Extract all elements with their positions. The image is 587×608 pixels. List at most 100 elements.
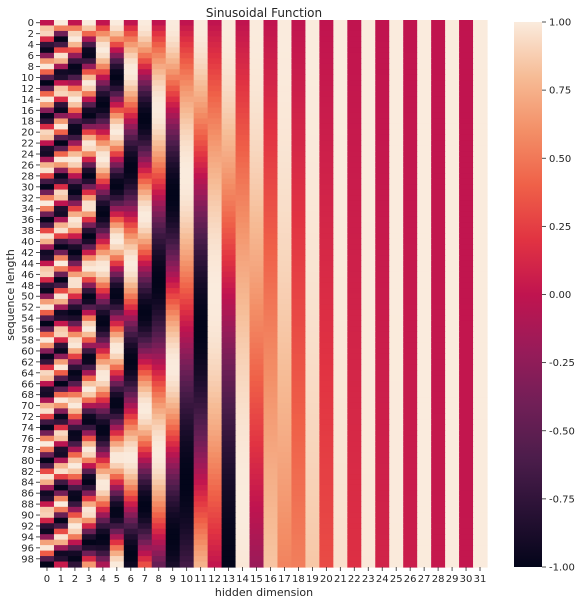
heatmap-cell [236,261,251,267]
heatmap-cell [333,447,348,453]
heatmap-cell [277,146,292,152]
heatmap-cell [138,47,153,53]
x-tick-label: 23 [362,574,375,585]
heatmap-cell [305,168,320,174]
heatmap-cell [333,201,348,207]
heatmap-cell [445,501,460,507]
heatmap-cell [152,326,167,332]
heatmap-cell [417,239,432,245]
heatmap-cell [277,518,292,524]
heatmap-cell [208,217,223,223]
heatmap-cell [138,266,153,272]
heatmap-cell [389,80,404,86]
heatmap-cell [264,151,279,157]
heatmap-cell [54,42,69,48]
y-tick-label: 22 [21,139,34,150]
heatmap-cell [180,261,195,267]
heatmap-cell [124,53,139,59]
heatmap-cell [68,151,83,157]
heatmap-cell [417,310,432,316]
heatmap-cell [110,168,125,174]
heatmap-cell [68,228,83,234]
heatmap-cell [166,102,181,108]
y-tick-label: 24 [21,150,34,161]
heatmap-cell [473,304,488,310]
heatmap-cell [459,490,474,496]
heatmap-cell [208,392,223,398]
heatmap-cell [40,157,55,163]
heatmap-cell [82,523,97,529]
heatmap-cell [277,381,292,387]
heatmap-cell [152,255,167,261]
heatmap-cell [40,529,55,535]
heatmap-cell [194,239,209,245]
heatmap-cell [417,129,432,135]
heatmap-cell [250,151,265,157]
heatmap-cell [180,135,195,141]
heatmap-cell [250,458,265,464]
heatmap-cell [54,58,69,64]
heatmap-cell [180,490,195,496]
heatmap-cell [68,244,83,250]
heatmap-cell [110,129,125,135]
heatmap-cell [305,146,320,152]
heatmap-cell [333,140,348,146]
heatmap-cell [431,108,446,114]
heatmap-cell [68,266,83,272]
heatmap-cell [250,277,265,283]
heatmap-cell [40,310,55,316]
heatmap-cell [277,507,292,513]
heatmap-cell [96,403,111,409]
heatmap-cell [445,540,460,546]
heatmap-cell [445,250,460,256]
heatmap-cell [222,53,237,59]
heatmap-cell [473,195,488,201]
heatmap-cell [305,97,320,103]
heatmap-cell [305,370,320,376]
heatmap-cell [264,337,279,343]
heatmap-cell [459,47,474,53]
heatmap-cell [124,463,139,469]
heatmap-cell [180,310,195,316]
heatmap-cell [222,354,237,360]
heatmap-cell [333,359,348,365]
heatmap-cell [264,217,279,223]
heatmap-cell [264,321,279,327]
heatmap-cell [389,129,404,135]
heatmap-cell [417,436,432,442]
heatmap-cell [389,310,404,316]
heatmap-cell [138,151,153,157]
heatmap-cell [445,64,460,70]
heatmap-cell [431,64,446,70]
heatmap-cell [124,545,139,551]
heatmap-cell [361,485,376,491]
heatmap-cell [40,86,55,92]
heatmap-cell [54,337,69,343]
heatmap-cell [194,321,209,327]
heatmap-cell [277,430,292,436]
heatmap-cell [361,20,376,26]
heatmap-cell [361,315,376,321]
heatmap-cell [236,206,251,212]
heatmap-cell [417,217,432,223]
heatmap-cell [152,485,167,491]
heatmap-cell [361,129,376,135]
heatmap-cell [445,430,460,436]
heatmap-cell [96,36,111,42]
heatmap-cell [431,146,446,152]
heatmap-cell [347,151,362,157]
heatmap-cell [236,299,251,305]
heatmap-cell [166,540,181,546]
heatmap-cell [40,419,55,425]
heatmap-cell [250,441,265,447]
heatmap-cell [96,255,111,261]
heatmap-cell [96,250,111,256]
heatmap-cell [445,414,460,420]
heatmap-cell [417,496,432,502]
heatmap-cell [180,441,195,447]
heatmap-cell [417,102,432,108]
heatmap-cell [361,354,376,360]
heatmap-cell [96,512,111,518]
heatmap-cell [291,288,306,294]
heatmap-cell [431,326,446,332]
